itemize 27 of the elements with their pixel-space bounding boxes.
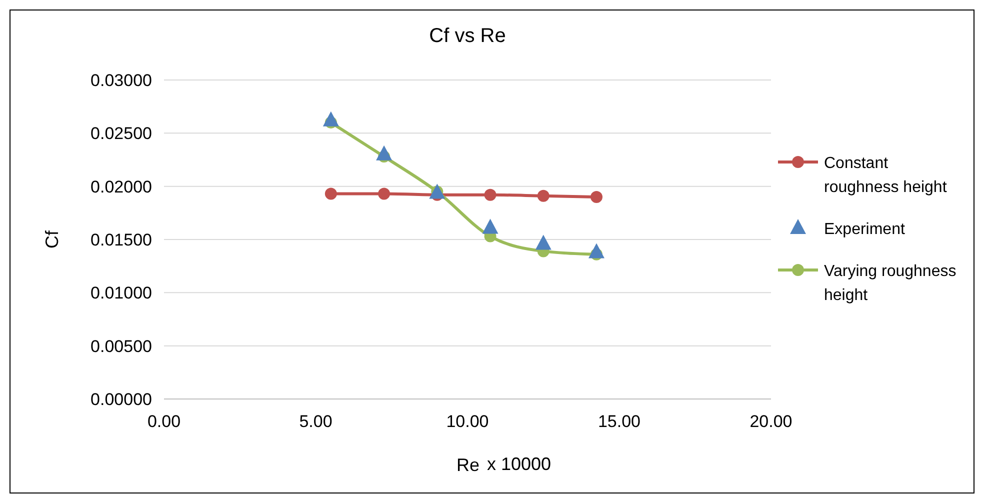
chart-title: Cf vs Re xyxy=(429,25,506,47)
y-tick-label: 0.00000 xyxy=(90,390,152,409)
y-tick-label: 0.02000 xyxy=(90,177,152,196)
point xyxy=(484,188,496,201)
y-tick-label: 0.01500 xyxy=(90,230,152,250)
point xyxy=(590,190,602,203)
x-tick-label: 10.00 xyxy=(446,412,489,431)
y-tick-label: 0.02500 xyxy=(90,124,152,144)
x-tick-label: 15.00 xyxy=(598,412,641,431)
x-tick-label: 5.00 xyxy=(299,412,332,431)
text: x 10000 xyxy=(487,454,552,474)
x-tick-label: 20.00 xyxy=(750,412,792,431)
legend-label: Experiment xyxy=(824,221,906,238)
point xyxy=(588,243,604,258)
point xyxy=(324,188,337,200)
y-tick-label: 0.03000 xyxy=(90,71,152,90)
legend-label: Constant roughness height xyxy=(824,155,948,196)
legend-label: Varying roughness height xyxy=(824,263,956,304)
point xyxy=(535,234,552,250)
y-tick-label: 0.01000 xyxy=(90,284,152,303)
point xyxy=(537,190,550,202)
point xyxy=(378,188,390,200)
y-axis-title: Cf xyxy=(42,230,62,248)
x-tick-label: 0.00 xyxy=(147,412,181,431)
point xyxy=(482,218,498,234)
y-tick-label: 0.00500 xyxy=(90,336,152,356)
x-axis-title: Re xyxy=(456,455,480,475)
